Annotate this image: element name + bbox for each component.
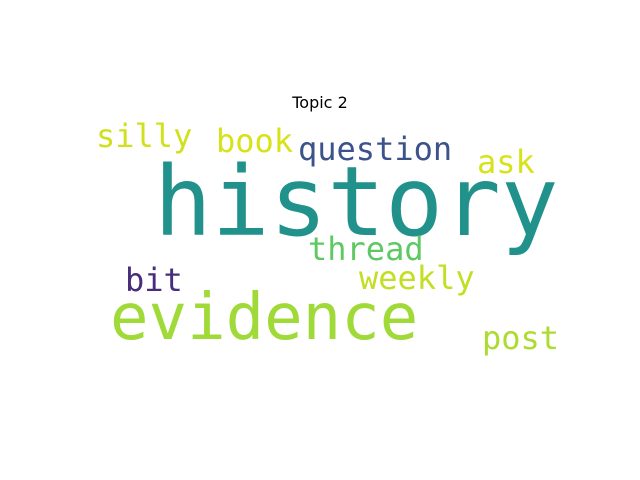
word-question: question xyxy=(298,130,453,168)
word-weekly: weekly xyxy=(359,259,475,297)
word-history: history xyxy=(154,146,559,258)
word-bit: bit xyxy=(125,261,183,299)
word-silly: silly xyxy=(96,117,193,155)
word-book: book xyxy=(216,122,294,160)
plot-title: Topic 2 xyxy=(292,93,348,112)
word-thread: thread xyxy=(308,230,424,268)
word-ask: ask xyxy=(477,143,535,181)
word-post: post xyxy=(482,319,560,357)
word-evidence: evidence xyxy=(110,281,419,355)
